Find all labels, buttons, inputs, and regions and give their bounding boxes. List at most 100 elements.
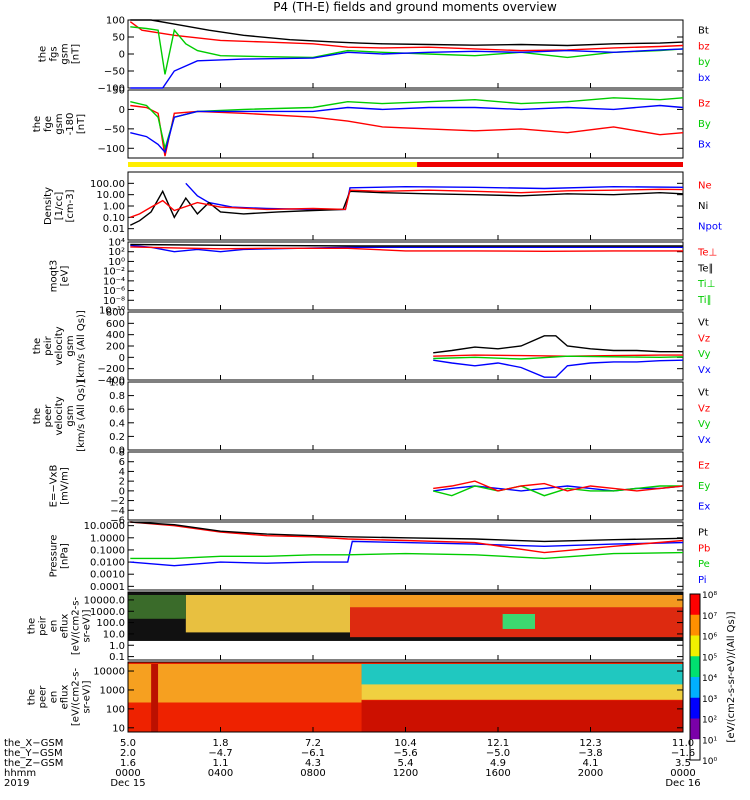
x-axis-value: Dec 16 [665,778,700,789]
legend-entry: Pi [698,575,707,586]
colorbar-tick-label: 10³ [702,695,717,705]
y-tick-label: 4 [119,467,125,478]
x-axis-value: 1600 [485,768,510,779]
y-tick-label: 1000 [100,685,125,696]
panel-frame [127,381,684,451]
y-axis-label: gsm [65,405,76,426]
x-axis-value: 7.2 [305,738,321,749]
x-axis-value: 4.3 [305,758,321,769]
legend-entry: Bt [698,25,709,36]
legend-entry: Ni [698,201,708,212]
x-axis-value: 11.0 [672,738,694,749]
y-axis-label: [eV/(cm2-s- [71,668,82,727]
legend-entry: Ey [698,481,710,492]
y-tick-label: −50 [104,124,125,135]
series-line [129,21,684,52]
series-line [130,48,684,89]
y-axis-label: [km/s (All Qs)] [76,380,87,452]
legend-entry: Bx [698,140,711,151]
x-axis-value: −1.6 [671,748,695,759]
legend-entry: Ex [698,502,710,513]
series-line [130,521,684,543]
x-axis-value: 0000 [670,768,695,779]
y-axis-label: -180 [65,113,76,136]
y-axis-label: gsm [54,113,65,134]
colorbar-tick-label: 10⁶ [702,633,717,643]
series-line [433,480,684,492]
x-axis-row-label: hhmm [4,768,36,779]
series-line [433,359,684,378]
legend-entry: Bz [698,98,710,109]
y-tick-label: 0.0 [109,446,125,457]
peer-spectrogram-band [151,664,159,732]
series-line [130,26,684,75]
series-line [433,354,683,357]
y-axis-label: velocity [54,396,65,435]
legend-entry: Vt [698,387,709,398]
y-axis-label: fgs [49,46,60,61]
y-tick-label: 0.0100 [90,558,125,569]
y-tick-label: 10⁻⁸ [103,296,125,307]
y-axis-label: peir [43,335,54,355]
y-tick-label: 100 [106,704,125,715]
x-axis-value: 5.0 [120,738,136,749]
y-tick-label: 0.0010 [90,570,125,581]
colorbar-tick-label: 10⁷ [702,612,717,622]
peir-spectrogram-band [185,595,350,633]
x-axis-value: 10.4 [394,738,416,749]
y-tick-label: 400 [106,330,125,341]
legend-entry: Vy [698,419,711,430]
legend-entry: Vy [698,349,711,360]
x-axis-value: 0400 [208,768,233,779]
x-axis-value: −4.7 [208,748,232,759]
colorbar-segment [690,614,700,636]
y-axis-label: [mV/m] [60,467,71,505]
colorbar-label: [eV/(cm2-s-sr-eV)/(All Qs)] [726,611,737,742]
y-tick-label: 10⁻⁶ [103,286,125,297]
x-axis-row-label: the_Y−GSM [4,748,63,759]
colorbar-segment [690,697,700,719]
y-tick-label: 10⁻⁴ [103,276,125,287]
legend-entry: bx [698,73,710,84]
x-axis-value: Dec 15 [110,778,145,789]
colorbar-segment [690,739,700,761]
y-tick-label: −100 [98,84,125,95]
y-tick-label: 10000.0 [84,595,125,606]
y-axis-label: [nPa] [60,543,71,569]
y-tick-label: 0 [119,105,125,116]
y-tick-label: 1000.0 [90,607,125,618]
legend-entry: Pe [698,559,710,570]
peir-spectrogram-band [350,595,683,608]
y-tick-label: 1.0000 [90,533,125,544]
legend-entry: Ez [698,460,710,471]
panel-frame [127,521,684,591]
y-tick-label: −100 [98,144,125,155]
y-tick-label: −2 [110,496,125,507]
y-axis-label: [eV/(cm2-s- [71,597,82,656]
y-axis-label: the [32,338,43,354]
y-axis-label: the [38,46,49,62]
series-line [130,188,684,218]
legend-entry: Vz [698,333,710,344]
y-axis-label: en [49,691,60,704]
y-tick-label: 10.00 [96,190,125,201]
x-axis-value: 4.9 [490,758,506,769]
y-tick-label: 0.1000 [90,545,125,556]
y-tick-label: 10⁻¹⁰ [99,306,125,317]
legend-entry: Vz [698,403,710,414]
y-tick-label: 0 [119,50,125,61]
y-tick-label: −200 [98,364,125,375]
colorbar-tick-label: 10⁴ [702,674,717,684]
series-line [185,182,684,211]
panel-frame [127,89,684,159]
legend-entry: Pb [698,543,710,554]
x-axis-value: 1.8 [213,738,229,749]
series-line [433,485,683,497]
y-axis-label: peir [38,615,49,635]
series-line [433,335,683,354]
y-axis-label: fge [43,116,54,132]
series-line [433,355,684,360]
series-line [129,189,684,226]
